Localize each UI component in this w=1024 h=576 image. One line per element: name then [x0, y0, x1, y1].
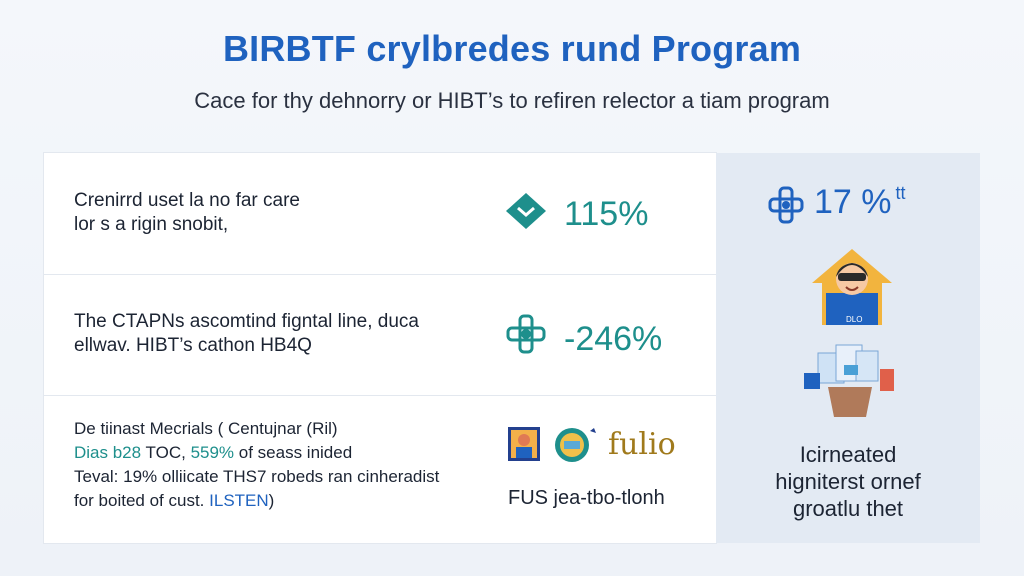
brand-logo-text: fulio [608, 427, 676, 462]
panel-caption-line2: higniterst ornef [775, 469, 921, 494]
person-house-illustration [810, 247, 894, 332]
person-thumbnail-icon [508, 427, 540, 466]
details-line-4: for boited of cust. ILSTEN) [74, 489, 439, 513]
details-line-2-highlight: Dias b28 [74, 443, 142, 462]
panel-caption-line3: groatlu thet [792, 496, 904, 521]
details-line-4-close: ) [268, 491, 275, 510]
teal-diamond-icon [504, 191, 548, 236]
panel-value-number: 17 % [814, 183, 892, 221]
metric-row-1-line1: Crenirrd uset la no far care [74, 190, 300, 211]
details-line-2-percent: 559% [190, 443, 235, 462]
page-subtitle: Cace for thy dehnorry or HIBT’s to refir… [194, 88, 830, 113]
details-thumbnails: fulio [508, 427, 718, 477]
details-line-3: Teval: 19% olliicate THS7 robeds ran cin… [74, 467, 440, 486]
details-line-2: Dias b28 TOC, 559% of seass inided [74, 441, 439, 465]
panel-value: 17 % tt [814, 183, 906, 222]
metric-row-2-text: The CTAPNs ascomtind figntal line, duca … [74, 310, 419, 358]
page-title: BIRBTF crylbredes rund Program [222, 28, 802, 69]
metric-row-2-line2: ellwav. HIBT’s cathon HB4Q [74, 335, 312, 356]
documents-box-illustration [800, 339, 900, 424]
metric-row-2-value: -246% [564, 320, 663, 358]
blue-puzzle-icon [768, 185, 804, 230]
panel-badge-text: DLO [846, 315, 863, 324]
side-panel: 17 % tt DLO Icirneated higniterst ornef g… [716, 153, 980, 543]
coin-badge-icon [552, 427, 598, 468]
metric-row-1-text: Crenirrd uset la no far care lor s a rig… [74, 189, 300, 237]
teal-puzzle-icon [504, 312, 548, 361]
details-line-2-rest: of seass inided [234, 443, 353, 462]
details-row: De tiinast Mecrials ( Centujnar (Ril) Di… [44, 395, 716, 543]
details-line-4-highlight: ILSTEN [209, 491, 269, 510]
details-line-1: De tiinast Mecrials ( Centujnar (Ril) [74, 419, 338, 438]
details-line-2-text: TOC, [141, 443, 191, 462]
panel-value-suffix: tt [895, 183, 906, 203]
details-line-4-text: for boited of cust. [74, 491, 210, 510]
metric-row-2: The CTAPNs ascomtind figntal line, duca … [44, 274, 716, 396]
metric-row-2-line1: The CTAPNs ascomtind figntal line, duca [74, 311, 419, 332]
panel-caption-line1: Icirneated [799, 442, 897, 467]
details-text: De tiinast Mecrials ( Centujnar (Ril) Di… [74, 417, 439, 513]
details-caption: FUS jea-tbo-tlonh [508, 487, 665, 509]
metric-row-1: Crenirrd uset la no far care lor s a rig… [44, 153, 716, 275]
metric-row-1-value: 115% [564, 195, 649, 233]
panel-caption: Icirneated higniterst ornef groatlu thet [716, 441, 980, 522]
metrics-card: Crenirrd uset la no far care lor s a rig… [44, 153, 716, 543]
metric-row-1-line2: lor s a rigin snobit, [74, 214, 229, 235]
